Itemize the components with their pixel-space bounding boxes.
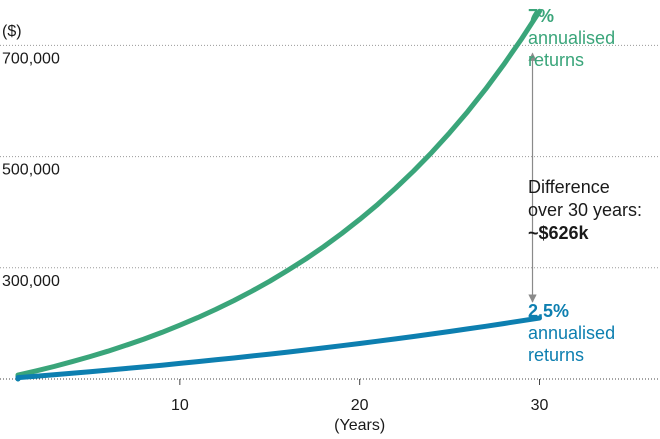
y-tick-label: 300,000 [2,273,60,290]
y-unit-label: ($) [2,23,22,40]
y-tick-label: 700,000 [2,50,60,67]
annotation-text: Difference [528,177,610,197]
x-tick-label: 30 [531,397,549,414]
series-desc-label: annualised [528,323,615,343]
series-rate-label: 2.5% [528,301,569,321]
annotation-text: over 30 years: [528,200,642,220]
series-desc-label: annualised [528,28,615,48]
series-line-2-5pct [15,315,542,382]
x-axis-label: (Years) [334,417,385,434]
series-desc-label: returns [528,345,584,365]
y-axis-ticks: 300,000 500,000 700,000 [2,50,60,289]
series-line-7pct [15,8,542,382]
x-tick-label: 20 [351,397,369,414]
x-axis-ticks: 10 20 30 [171,379,549,414]
x-tick-label: 10 [171,397,189,414]
series-desc-label: returns [528,50,584,70]
gridlines [0,44,660,269]
y-tick-label: 500,000 [2,162,60,179]
difference-annotation: Difference over 30 years: ~$626k [528,177,642,243]
series-rate-label: 7% [528,6,554,26]
series-lines [15,8,542,382]
annotation-value: ~$626k [528,223,590,243]
